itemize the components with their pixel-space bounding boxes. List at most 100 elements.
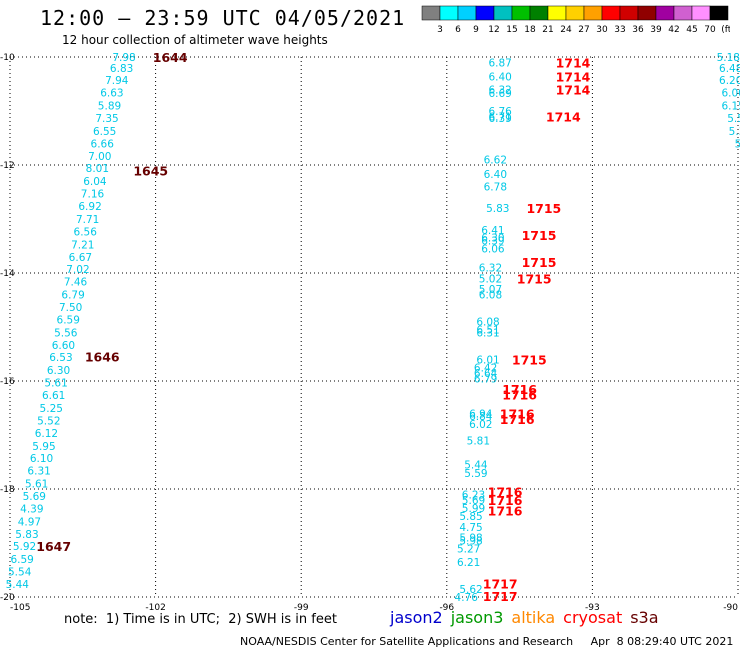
- wave-height-value: 4.39: [20, 503, 43, 515]
- x-tick-label: -96: [439, 603, 454, 613]
- chart-subtitle: 12 hour collection of altimeter wave hei…: [62, 33, 328, 47]
- wave-height-value: 6.79: [61, 290, 84, 302]
- wave-height-value: 6.20: [719, 75, 740, 87]
- wave-height-value: 5.3: [729, 126, 740, 138]
- legend-item-altika: altika: [511, 608, 556, 627]
- scale-label: 18: [524, 25, 536, 35]
- wave-height-value: 6.66: [91, 138, 115, 150]
- wave-height-value: 5.98: [459, 535, 482, 547]
- wave-height-value: 6.56: [74, 226, 98, 238]
- wave-height-value: 7.98: [112, 52, 135, 64]
- wave-height-value: 6.31: [27, 466, 50, 478]
- scale-swatch: [709, 5, 729, 21]
- wave-height-value: 6.39: [488, 113, 511, 125]
- scale-label: 9: [473, 25, 479, 35]
- wave-height-value: 7.21: [71, 239, 94, 251]
- wave-height-value: 4.75: [459, 522, 482, 534]
- wave-height-value: 6.61: [42, 390, 65, 402]
- wave-height-value: 5.95: [32, 441, 55, 453]
- wave-height-value: 6.41: [481, 225, 504, 237]
- wave-height-value: 6.21: [457, 557, 480, 569]
- time-label: 1715: [517, 271, 552, 286]
- wave-height-value: 5.92: [13, 541, 36, 553]
- wave-height-value: 5.61: [25, 479, 48, 491]
- wave-height-value: 6.94: [469, 408, 493, 420]
- wave-height-value: 6.59: [10, 554, 33, 566]
- wave-height-value: 6.76: [488, 106, 512, 118]
- wave-height-value: 5.27: [457, 543, 480, 555]
- wave-height-value: 6.06: [481, 244, 505, 256]
- legend-item-jason3: jason3: [450, 608, 504, 627]
- wave-height-value: 6.01: [476, 354, 499, 366]
- time-label: 1644: [153, 50, 188, 65]
- wave-height-value: 7.16: [81, 189, 105, 201]
- y-tick-label: -14: [0, 269, 15, 279]
- footer-credit: NOAA/NESDIS Center for Satellite Applica…: [240, 635, 734, 648]
- wave-height-value: 6.08: [476, 317, 499, 329]
- wave-height-value: 6.32: [479, 263, 502, 275]
- wave-height-value: 5.89: [98, 101, 121, 113]
- wave-height-value: 5.44: [464, 460, 488, 472]
- wave-height-value: 6.62: [484, 155, 507, 167]
- wave-height-value: 6.15: [721, 101, 740, 113]
- time-label: 1714: [556, 69, 591, 84]
- x-tick-label: -105: [10, 603, 30, 613]
- wave-height-value: 6.63: [100, 88, 123, 100]
- legend-item-jason2: jason2: [390, 608, 443, 627]
- wave-height-value: 6.02: [469, 419, 492, 431]
- wave-height-value: 6.32: [488, 84, 511, 96]
- wave-height-value: 6.83: [110, 63, 133, 75]
- wave-height-value: 5.07: [479, 284, 502, 296]
- scale-label: 12: [488, 25, 499, 35]
- wave-height-value: 5.85: [459, 511, 482, 523]
- wave-height-value: 4.97: [18, 516, 41, 528]
- footer-note: note: 1) Time is in UTC; 2) SWH is in fe…: [64, 612, 337, 627]
- wave-height-value: 6.55: [93, 126, 116, 138]
- time-label: 1715: [512, 352, 547, 367]
- scale-label: 24: [560, 25, 572, 35]
- wave-height-value: 6.69: [488, 88, 511, 100]
- time-label: 1715: [522, 255, 557, 270]
- wave-height-value: 6.64: [474, 368, 498, 380]
- wave-height-value: 5.54: [8, 567, 32, 579]
- chart-title: 12:00 – 23:59 UTC 04/05/2021: [40, 6, 406, 30]
- scale-label: 30: [596, 25, 608, 35]
- scale-label: 33: [614, 25, 625, 35]
- time-label: 1716: [502, 388, 537, 403]
- wave-height-value: 5.02: [479, 273, 502, 285]
- wave-height-value: 5.25: [40, 403, 63, 415]
- time-label: 1714: [556, 82, 591, 97]
- wave-height-value: 6.04: [83, 176, 107, 188]
- scale-label: 42: [668, 25, 679, 35]
- x-tick-label: -102: [145, 603, 165, 613]
- wave-height-value: 5.5: [727, 113, 740, 125]
- y-tick-label: -10: [0, 53, 15, 63]
- wave-height-value: 5.83: [486, 203, 509, 215]
- wave-height-value: 5.81: [467, 435, 490, 447]
- wave-height-value: 5.52: [37, 415, 60, 427]
- y-tick-label: -20: [0, 593, 15, 603]
- wave-height-value: 6.31: [476, 327, 499, 339]
- scale-label: (ft): [721, 25, 730, 35]
- wave-height-value: 7.71: [76, 214, 99, 226]
- time-label: 1716: [488, 485, 523, 500]
- wave-height-value: 6.42: [474, 363, 497, 375]
- wave-height-value: 5.98: [459, 533, 482, 545]
- wave-height-value: 5: [735, 138, 740, 150]
- wave-height-value: 6.40: [484, 169, 507, 181]
- wave-height-value: 5.69: [23, 491, 46, 503]
- wave-height-value: 6.59: [57, 314, 80, 326]
- time-label: 1717: [483, 589, 518, 604]
- wave-height-value: 5.99: [462, 503, 485, 515]
- wave-height-value: 6.51: [476, 325, 499, 337]
- scale-label: 39: [650, 25, 662, 35]
- time-label: 1715: [526, 201, 561, 216]
- y-tick-label: -16: [0, 377, 15, 387]
- wave-height-value: 6.23: [462, 489, 485, 501]
- wave-height-value: 6.53: [49, 352, 72, 364]
- wave-height-value: 5.59: [464, 468, 487, 480]
- y-tick-label: -18: [0, 485, 15, 495]
- wave-height-value: 6.92: [78, 201, 101, 213]
- time-label: 1646: [85, 350, 120, 365]
